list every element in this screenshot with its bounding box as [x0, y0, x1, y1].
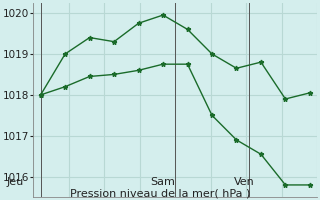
- Text: Pression niveau de la mer( hPa ): Pression niveau de la mer( hPa ): [70, 188, 250, 198]
- Text: Ven: Ven: [234, 177, 254, 187]
- Text: Jeu: Jeu: [6, 177, 24, 187]
- Text: Sam: Sam: [150, 177, 175, 187]
